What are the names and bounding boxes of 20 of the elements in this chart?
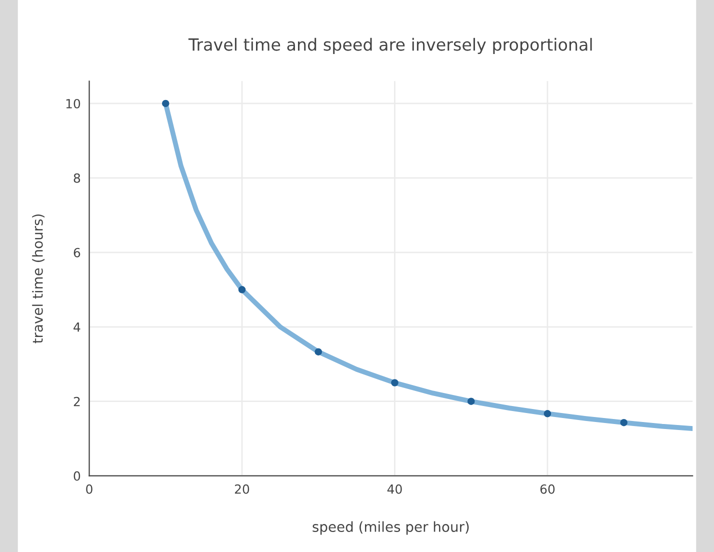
y-tick-label: 6 (74, 248, 80, 258)
x-tick-label: 60 (540, 484, 555, 494)
y-axis-title: travel time (hours) (32, 214, 45, 344)
x-tick-label: 20 (234, 484, 250, 494)
point (391, 379, 398, 386)
x-tick-label: 40 (387, 484, 402, 494)
y-tick-label: 2 (74, 396, 80, 406)
point (162, 100, 170, 108)
point (544, 410, 552, 418)
y-tick-label: 4 (74, 322, 80, 332)
point (467, 398, 475, 405)
y-tick-label: 10 (66, 98, 80, 108)
x-axis-title: speed (miles per hour) (312, 521, 469, 535)
y-tick-label: 8 (74, 173, 80, 183)
chart-title: Travel time and speed are inversely proportional (188, 38, 592, 54)
point (238, 286, 246, 294)
point (620, 418, 628, 426)
point (314, 348, 322, 356)
y-tick-label: 0 (74, 471, 80, 481)
x-tick-label: 0 (86, 484, 92, 494)
